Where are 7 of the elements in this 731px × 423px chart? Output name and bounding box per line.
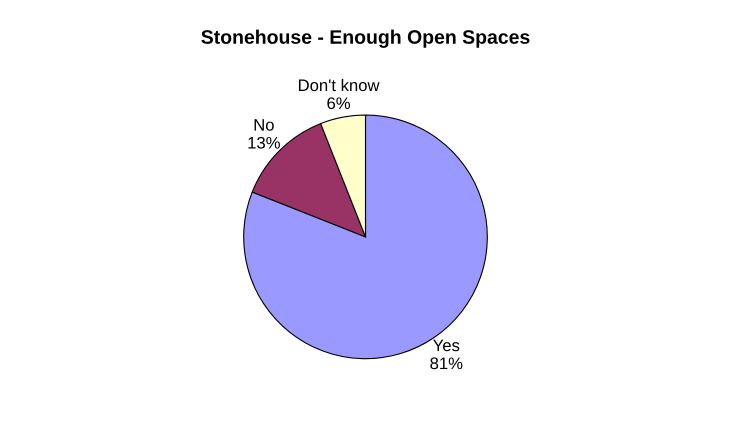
data-label: 81% [430,357,462,370]
chart-title: Stonehouse - Enough Open Spaces [201,30,530,48]
data-label: 6% [327,97,350,110]
slice-label: Don't know [298,78,380,92]
slice-label: No [254,119,274,131]
data-label: 13% [248,136,280,149]
slice-label: Yes [433,340,460,352]
